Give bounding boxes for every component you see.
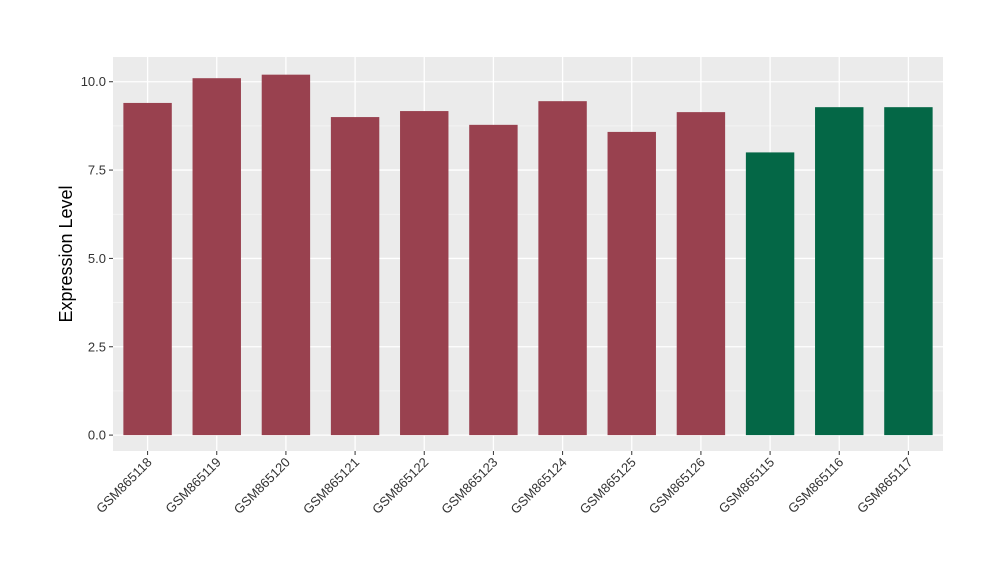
y-axis: 0.0 2.5 5.0 7.5 10.0 — [81, 74, 113, 443]
bar-gsm865117 — [884, 107, 933, 436]
bar-gsm865124 — [538, 101, 587, 436]
x-tick-label: GSM865115 — [716, 455, 778, 517]
x-tick-label: GSM865124 — [507, 455, 569, 517]
x-tick-label: GSM865118 — [93, 455, 155, 517]
minor-gridlines — [113, 125, 943, 392]
bar-gsm865121 — [330, 117, 380, 436]
x-tick-label: GSM865126 — [646, 455, 708, 517]
bar-gsm865118 — [123, 102, 172, 436]
y-tick-label: 2.5 — [88, 339, 106, 354]
y-axis-title: Expression Level — [56, 185, 76, 322]
y-tick-label: 10.0 — [81, 74, 106, 89]
x-axis: GSM865118 GSM865119 GSM865120 GSM865121 GSM8… — [93, 451, 916, 517]
bar-gsm865122 — [400, 111, 449, 436]
bar-gsm865115 — [745, 152, 795, 436]
bar-gsm865126 — [676, 112, 726, 436]
x-tick-label: GSM865120 — [231, 455, 293, 517]
x-tick-label: GSM865116 — [785, 455, 847, 517]
bar-gsm865123 — [469, 124, 518, 436]
x-tick-label: GSM865119 — [162, 455, 224, 517]
x-tick-label: GSM865121 — [300, 455, 362, 517]
x-tick-label: GSM865123 — [438, 455, 500, 517]
plot-panel — [113, 57, 943, 451]
x-tick-label: GSM865122 — [369, 455, 431, 517]
bar-gsm865120 — [261, 74, 311, 436]
y-tick-label: 0.0 — [88, 428, 106, 443]
bar-gsm865119 — [192, 78, 241, 436]
bar-gsm865116 — [815, 107, 864, 436]
x-tick-label: GSM865117 — [854, 455, 916, 517]
y-tick-label: 5.0 — [88, 251, 106, 266]
y-tick-label: 7.5 — [88, 163, 106, 178]
x-tick-label: GSM865125 — [577, 455, 639, 517]
bars — [123, 74, 933, 436]
bar-gsm865125 — [607, 131, 656, 436]
